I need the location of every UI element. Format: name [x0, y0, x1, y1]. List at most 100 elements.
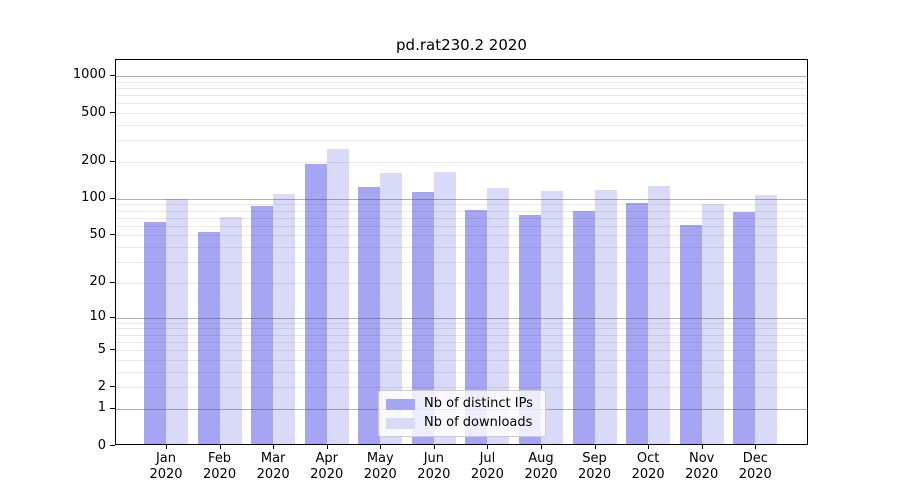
- gridline-minor: [116, 113, 807, 115]
- y-tick-mark: [110, 407, 115, 409]
- gridline-minor: [116, 282, 807, 284]
- gridline-major: [116, 75, 807, 77]
- gridline-minor: [116, 334, 807, 336]
- bar-ips-nov: [679, 224, 702, 444]
- gridline-minor: [116, 225, 807, 227]
- y-tick-label: 1000: [72, 67, 106, 83]
- y-tick-label: 0: [97, 437, 106, 453]
- bar-downloads-oct: [648, 186, 671, 444]
- bar-ips-dec: [733, 211, 756, 444]
- x-tick-mark: [755, 445, 757, 449]
- x-tick-mark: [701, 445, 703, 449]
- legend-label: Nb of distinct IPs: [424, 396, 533, 411]
- y-tick-mark: [110, 74, 115, 76]
- gridline-minor: [116, 341, 807, 343]
- bar-downloads-nov: [701, 203, 724, 444]
- gridline-minor: [116, 87, 807, 89]
- x-tick-label-apr: Apr 2020: [310, 451, 344, 482]
- bar-ips-oct: [626, 202, 649, 444]
- bar-ips-aug: [518, 214, 541, 444]
- y-tick-label: 1: [97, 400, 106, 416]
- y-tick-mark: [110, 112, 115, 114]
- y-tick-label: 20: [89, 274, 106, 290]
- gridline-major: [116, 317, 807, 319]
- x-tick-label-may: May 2020: [363, 451, 397, 482]
- gridline-major: [116, 198, 807, 200]
- y-tick-label: 10: [89, 309, 106, 325]
- gridline-minor: [116, 204, 807, 206]
- bar-ips-jul: [465, 209, 488, 444]
- y-tick-label: 2: [97, 378, 106, 394]
- y-tick-mark: [110, 234, 115, 236]
- bar-downloads-dec: [755, 195, 778, 444]
- legend: Nb of distinct IPs Nb of downloads: [378, 390, 546, 437]
- bar-ips-sep: [572, 211, 595, 444]
- x-tick-mark: [380, 445, 382, 449]
- bar-downloads-jul: [487, 187, 510, 444]
- legend-label: Nb of downloads: [424, 415, 533, 430]
- bar-downloads-aug: [540, 191, 563, 444]
- gridline-minor: [116, 371, 807, 373]
- x-tick-mark: [166, 445, 167, 449]
- legend-item: Nb of distinct IPs: [386, 396, 537, 412]
- y-tick-label: 500: [81, 104, 106, 120]
- bar-downloads-mar: [273, 194, 296, 444]
- gridline-minor: [116, 247, 807, 249]
- x-tick-label-mar: Mar 2020: [256, 451, 290, 482]
- gridline-minor: [116, 95, 807, 97]
- bar-downloads-sep: [594, 190, 617, 444]
- legend-item: Nb of downloads: [386, 415, 537, 431]
- bar-ips-mar: [251, 205, 274, 444]
- y-tick-label: 5: [97, 341, 106, 357]
- x-tick-label-aug: Aug 2020: [524, 451, 558, 482]
- y-tick-mark: [110, 197, 115, 199]
- y-tick-label: 100: [81, 190, 106, 206]
- bar-downloads-jun: [433, 171, 456, 444]
- x-tick-label-dec: Dec 2020: [738, 451, 772, 482]
- bar-ips-apr: [304, 164, 327, 444]
- gridline-minor: [116, 359, 807, 361]
- y-tick-mark: [110, 445, 115, 446]
- y-tick-mark: [110, 316, 115, 318]
- gridline-minor: [116, 140, 807, 142]
- x-tick-mark: [273, 445, 275, 449]
- bar-downloads-may: [380, 172, 403, 444]
- bar-ips-jan: [144, 221, 166, 444]
- bar-ips-may: [358, 187, 381, 444]
- bar-downloads-jan: [166, 198, 188, 444]
- gridline-minor: [116, 387, 807, 389]
- gridline-minor: [116, 81, 807, 83]
- x-tick-label-jul: Jul 2020: [470, 451, 504, 482]
- x-tick-mark: [594, 445, 596, 449]
- gridline-minor: [116, 262, 807, 264]
- gridline-minor: [116, 103, 807, 105]
- y-tick-mark: [110, 349, 115, 351]
- gridline-minor: [116, 328, 807, 330]
- gridline-minor: [116, 322, 807, 324]
- x-tick-label-sep: Sep 2020: [578, 451, 612, 482]
- bar-downloads-apr: [326, 149, 349, 444]
- gridline-minor: [116, 161, 807, 163]
- x-tick-mark: [219, 445, 221, 449]
- gridline-minor: [116, 217, 807, 219]
- y-tick-mark: [110, 160, 115, 162]
- x-tick-mark: [326, 445, 328, 449]
- bar-ips-jun: [411, 192, 434, 444]
- x-tick-mark: [433, 445, 435, 449]
- bar-downloads-feb: [219, 216, 242, 444]
- legend-swatch: [386, 398, 415, 410]
- x-tick-label-oct: Oct 2020: [631, 451, 665, 482]
- x-tick-label-feb: Feb 2020: [203, 451, 237, 482]
- plot-area: [115, 59, 808, 445]
- legend-swatch: [386, 417, 415, 429]
- y-tick-label: 200: [81, 153, 106, 169]
- x-tick-label-jan: Jan 2020: [149, 451, 183, 482]
- gridline-minor: [116, 210, 807, 212]
- y-tick-mark: [110, 386, 115, 388]
- y-tick-mark: [110, 281, 115, 283]
- x-tick-mark: [540, 445, 542, 449]
- x-tick-mark: [648, 445, 650, 449]
- chart-title: pd.rat230.2 2020: [396, 36, 527, 54]
- gridline-minor: [116, 350, 807, 352]
